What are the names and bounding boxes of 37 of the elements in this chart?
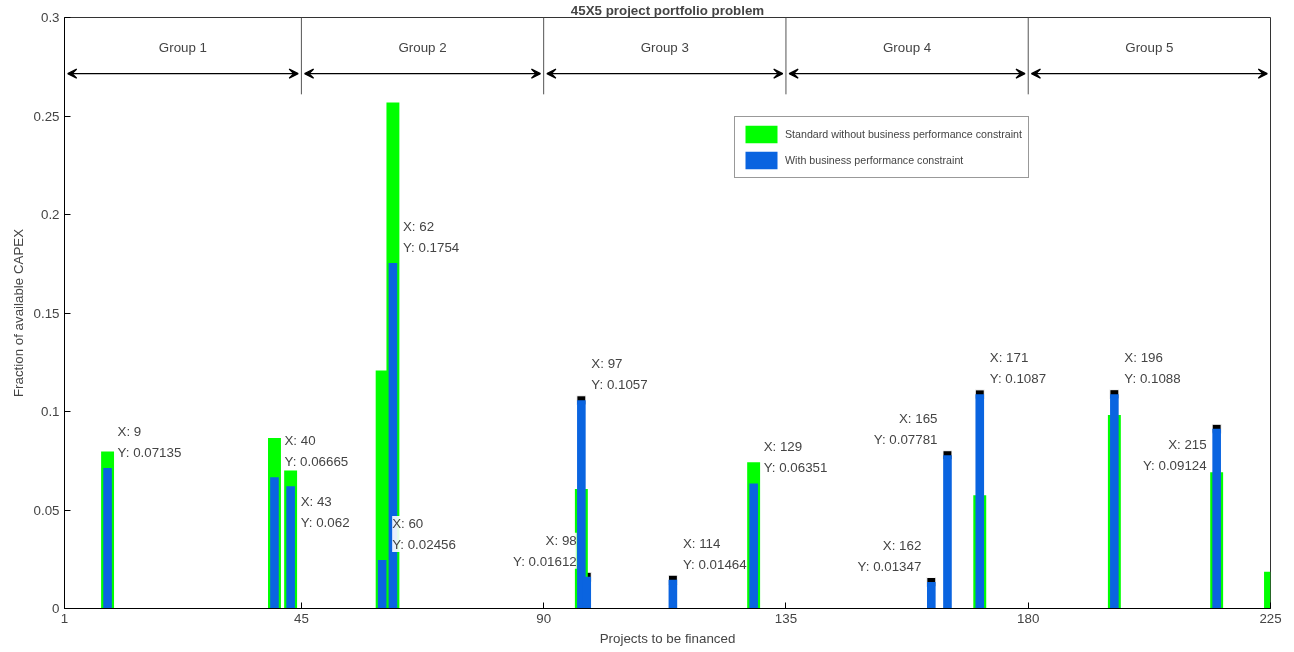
annotation: X: 114 Y: 0.01464 bbox=[682, 535, 748, 572]
annotation: X: 43 Y: 0.062 bbox=[300, 494, 350, 531]
annotation: Group 3 bbox=[640, 39, 689, 55]
chart-title: 45X5 project portfolio problem bbox=[570, 2, 765, 18]
annotation: X: 60 Y: 0.02456 bbox=[392, 516, 456, 553]
legend-label: Standard without business performance constraint bbox=[785, 128, 1022, 140]
x-tick-label: 180 bbox=[1017, 610, 1040, 626]
x-tick-label: 135 bbox=[774, 610, 798, 626]
annotation: X: 98 Y: 0.01612 bbox=[513, 532, 577, 569]
annotation: Group 2 bbox=[398, 39, 447, 55]
x-tick-label: 1 bbox=[60, 610, 69, 626]
y-axis-title: Fraction of available CAPEX bbox=[10, 228, 26, 398]
x-tick-label: 45 bbox=[293, 610, 309, 626]
annotation: X: 162 Y: 0.01347 bbox=[857, 537, 922, 574]
annotation: X: 165 Y: 0.07781 bbox=[873, 411, 938, 448]
annotation: Group 4 bbox=[883, 39, 932, 55]
annotation: X: 215 Y: 0.09124 bbox=[1142, 436, 1208, 473]
annotation: X: 129 Y: 0.06351 bbox=[763, 439, 828, 476]
x-tick-label: 90 bbox=[536, 610, 552, 626]
y-tick-label: 0 bbox=[52, 601, 60, 616]
annotation: X: 9 Y: 0.07135 bbox=[117, 423, 182, 460]
y-tick-label: 0.3 bbox=[40, 10, 60, 25]
annotation: X: 171 Y: 0.1087 bbox=[989, 350, 1047, 387]
annotation: Group 5 bbox=[1125, 39, 1174, 55]
annotation: X: 62 Y: 0.1754 bbox=[402, 218, 460, 255]
legend-label: With business performance constraint bbox=[785, 154, 964, 166]
y-tick-label: 0.1 bbox=[40, 404, 60, 419]
y-tick-label: 0.2 bbox=[40, 207, 60, 222]
y-tick-label: 0.05 bbox=[33, 502, 60, 518]
annotation: X: 196 Y: 0.1088 bbox=[1124, 350, 1181, 387]
annotation: X: 97 Y: 0.1057 bbox=[591, 356, 648, 393]
annotation: X: 40 Y: 0.06665 bbox=[284, 433, 349, 470]
x-tick-label: 225 bbox=[1259, 610, 1282, 626]
y-tick-label: 0.15 bbox=[33, 305, 60, 321]
x-axis-title: Projects to be financed bbox=[599, 630, 736, 646]
annotation: Group 1 bbox=[158, 39, 208, 55]
y-tick-label: 0.25 bbox=[33, 108, 60, 124]
